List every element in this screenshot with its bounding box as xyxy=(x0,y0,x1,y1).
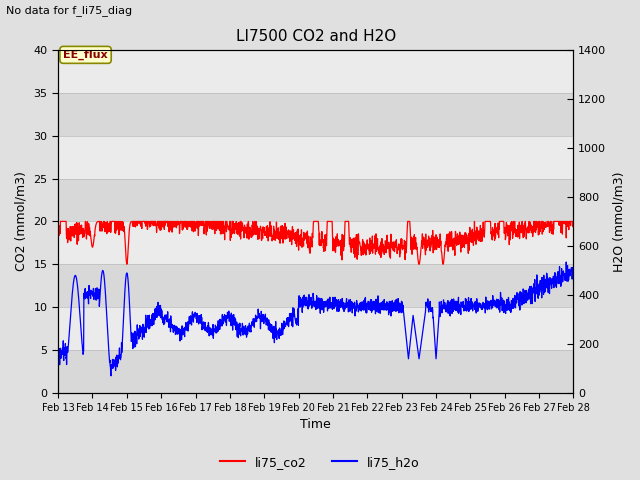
Bar xyxy=(58,50,573,93)
Y-axis label: H2O (mmol/m3): H2O (mmol/m3) xyxy=(612,171,625,272)
Bar xyxy=(58,350,573,393)
Bar xyxy=(58,307,573,350)
Text: EE_flux: EE_flux xyxy=(63,50,108,60)
Text: No data for f_li75_diag: No data for f_li75_diag xyxy=(6,5,132,16)
Bar xyxy=(58,221,573,264)
Bar xyxy=(58,179,573,221)
Legend: li75_co2, li75_h2o: li75_co2, li75_h2o xyxy=(215,451,425,474)
X-axis label: Time: Time xyxy=(300,419,331,432)
Bar xyxy=(58,264,573,307)
Title: LI7500 CO2 and H2O: LI7500 CO2 and H2O xyxy=(236,29,396,44)
Bar xyxy=(58,135,573,179)
Y-axis label: CO2 (mmol/m3): CO2 (mmol/m3) xyxy=(15,171,28,271)
Bar xyxy=(58,93,573,135)
